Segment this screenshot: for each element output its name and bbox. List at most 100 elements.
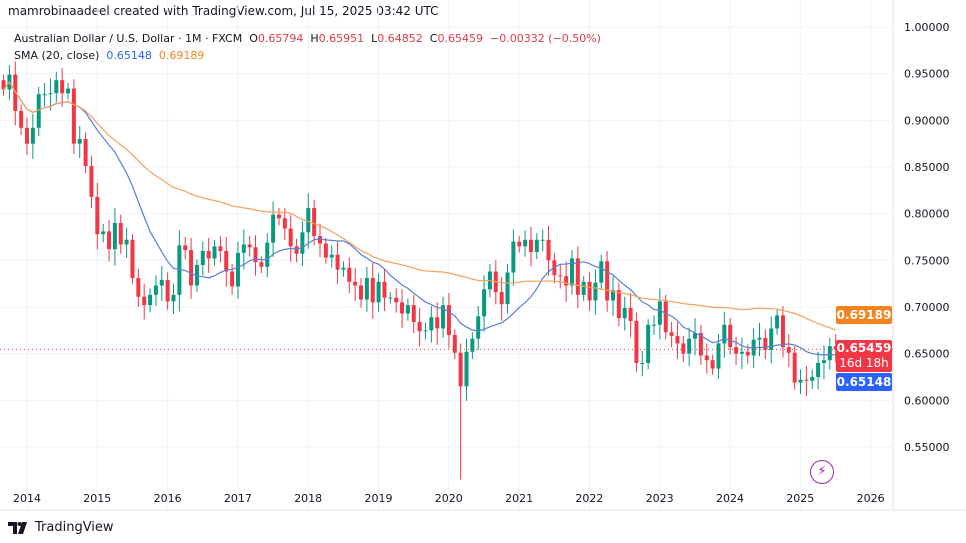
candle-body — [218, 246, 223, 251]
candle-body — [247, 244, 252, 248]
candle-body — [458, 352, 463, 387]
open-label: O — [249, 32, 258, 45]
candle-body — [25, 127, 29, 144]
candle-body — [441, 305, 446, 329]
candle-body — [804, 379, 809, 381]
y-tick-label: 0.55000 — [904, 441, 950, 454]
candle-body — [640, 362, 645, 364]
candle-body — [206, 250, 211, 259]
candle-body — [107, 231, 112, 250]
candle-body — [634, 320, 639, 363]
candle-body — [183, 245, 188, 251]
candle-body — [312, 208, 317, 237]
candle-body — [159, 279, 164, 286]
x-tick-label: 2021 — [505, 492, 533, 505]
candle-body — [212, 246, 217, 259]
candle-body — [517, 241, 522, 247]
candle-body — [318, 236, 322, 244]
candle-body — [417, 321, 422, 332]
candle-body — [165, 279, 170, 302]
y-tick-label: 0.60000 — [904, 394, 950, 407]
candle-body — [271, 214, 276, 243]
indicator-label[interactable]: SMA (20, close) — [14, 49, 100, 62]
candle-body — [60, 80, 65, 94]
candle-body — [622, 307, 627, 319]
candle-body — [599, 261, 604, 283]
x-tick-label: 2017 — [224, 492, 252, 505]
candle-body — [276, 214, 281, 219]
footer: TradingView — [8, 520, 114, 535]
candle-body — [810, 376, 815, 381]
candle-body — [259, 262, 264, 267]
candle-body — [364, 278, 369, 300]
candle-body — [394, 297, 399, 303]
candle-body — [669, 332, 674, 336]
candle-body — [130, 239, 135, 279]
candle-body — [1, 80, 6, 90]
candle-body — [704, 355, 709, 361]
candle-body — [499, 292, 504, 305]
candle-body — [693, 333, 698, 339]
candle-body — [816, 362, 821, 377]
candle-body — [329, 254, 334, 258]
candle-body — [464, 351, 469, 387]
y-tick-label: 1.00000 — [904, 21, 950, 34]
last-price: 0.65459 — [836, 341, 892, 355]
candle-body — [775, 315, 780, 329]
candle-body — [294, 246, 299, 254]
high-label: H — [310, 32, 319, 45]
x-tick-label: 2026 — [857, 492, 885, 505]
candle-body — [423, 330, 428, 332]
candle-body — [359, 285, 364, 300]
candle-body — [476, 316, 481, 339]
candle-body — [534, 239, 539, 252]
candle-body — [142, 296, 147, 306]
candle-body — [112, 222, 117, 250]
candle-body — [435, 317, 440, 329]
symbol-label[interactable]: Australian Dollar / U.S. Dollar · 1M · F… — [14, 32, 243, 45]
candle-body — [200, 250, 205, 265]
sma-b-line — [3, 81, 836, 331]
lightning-icon[interactable]: ⚡ — [810, 460, 834, 484]
candle-body — [376, 281, 381, 303]
candle-body — [446, 305, 451, 335]
candle-body — [136, 278, 141, 297]
candle-body — [757, 337, 762, 340]
candle-body — [36, 94, 41, 128]
candle-body — [716, 343, 721, 369]
candle-body — [722, 324, 727, 344]
y-tick-label: 0.80000 — [904, 208, 950, 221]
candle-body — [763, 337, 768, 350]
candle-body — [540, 239, 545, 241]
candle-body — [769, 328, 774, 350]
candle-body — [148, 294, 153, 306]
candle-body — [569, 258, 574, 286]
candle-body — [681, 343, 686, 354]
sma-a-value: 0.65148 — [106, 49, 152, 62]
candle-body — [628, 307, 633, 321]
candle-body — [575, 258, 580, 295]
x-tick-label: 2024 — [716, 492, 744, 505]
low-value: 0.64852 — [377, 32, 423, 45]
candle-body — [482, 289, 487, 317]
candle-body — [335, 254, 340, 270]
sma-a-price-tag: 0.65148 — [836, 373, 892, 391]
candle-body — [400, 302, 405, 314]
candle-body — [616, 290, 621, 319]
x-tick-label: 2015 — [83, 492, 111, 505]
candle-body — [265, 242, 270, 267]
candle-body — [194, 264, 199, 286]
candle-body — [19, 110, 24, 128]
candle-body — [323, 243, 328, 258]
x-tick-label: 2020 — [435, 492, 463, 505]
candle-body — [611, 290, 615, 301]
candle-body — [230, 271, 235, 287]
candle-body — [687, 338, 692, 354]
x-tick-label: 2023 — [646, 492, 674, 505]
candle-body — [405, 305, 410, 314]
candle-body — [698, 333, 703, 356]
candle-body — [30, 127, 35, 144]
candle-body — [189, 250, 194, 286]
candle-body — [593, 282, 598, 301]
